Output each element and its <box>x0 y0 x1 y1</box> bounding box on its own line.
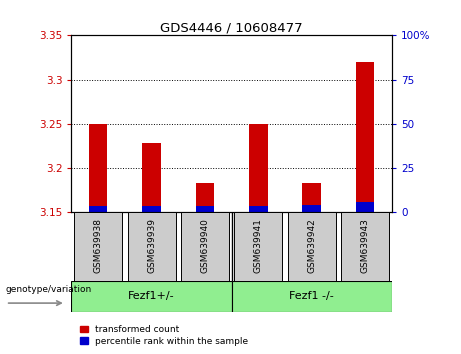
Bar <box>234 212 283 281</box>
Text: GSM639939: GSM639939 <box>147 218 156 273</box>
Bar <box>302 183 321 212</box>
Bar <box>302 205 321 212</box>
Bar <box>231 281 392 312</box>
Bar <box>356 62 374 212</box>
Legend: transformed count, percentile rank within the sample: transformed count, percentile rank withi… <box>76 321 252 349</box>
Bar <box>142 143 161 212</box>
Bar <box>142 206 161 212</box>
Text: genotype/variation: genotype/variation <box>6 285 92 295</box>
Text: Fezf1 -/-: Fezf1 -/- <box>290 291 334 302</box>
Bar <box>249 206 268 212</box>
Text: GSM639940: GSM639940 <box>201 218 209 273</box>
Bar <box>89 124 107 212</box>
Text: GSM639942: GSM639942 <box>307 218 316 273</box>
Text: GSM639943: GSM639943 <box>361 218 370 273</box>
Bar <box>181 212 229 281</box>
Bar <box>74 212 122 281</box>
Text: GSM639938: GSM639938 <box>94 218 103 273</box>
Bar <box>89 206 107 212</box>
Bar <box>288 212 336 281</box>
Title: GDS4446 / 10608477: GDS4446 / 10608477 <box>160 21 303 34</box>
Text: GSM639941: GSM639941 <box>254 218 263 273</box>
Bar <box>249 124 268 212</box>
Bar <box>356 202 374 212</box>
Text: Fezf1+/-: Fezf1+/- <box>128 291 175 302</box>
Bar <box>71 281 231 312</box>
Bar <box>195 206 214 212</box>
Bar <box>195 183 214 212</box>
Bar <box>341 212 389 281</box>
Bar <box>128 212 176 281</box>
